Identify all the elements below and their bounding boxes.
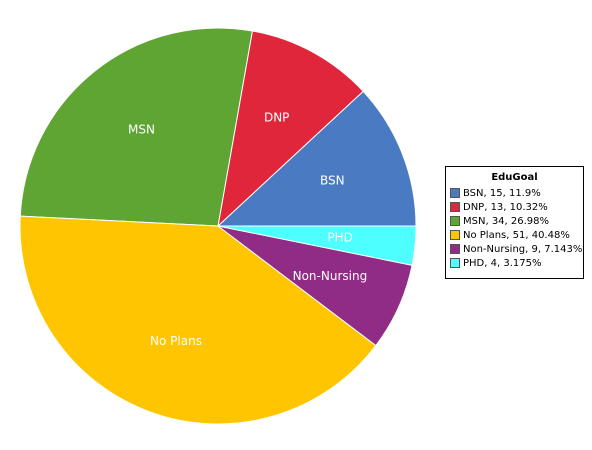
- legend-label-non-nursing: Non-Nursing, 9, 7.143%: [463, 243, 583, 255]
- legend-swatch-dnp: [450, 202, 460, 212]
- pie-slice-bsn: [216, 90, 417, 227]
- legend: EduGoal BSN, 15, 11.9% DNP, 13, 10.32% M…: [445, 166, 584, 279]
- pie-slice-dnp: [217, 30, 364, 228]
- legend-entry-non-nursing: Non-Nursing, 9, 7.143%: [446, 242, 583, 256]
- pie-label-dnp: DNP: [264, 111, 289, 125]
- legend-label-msn: MSN, 34, 26.98%: [463, 215, 550, 227]
- pie-slice-msn: [19, 27, 253, 227]
- legend-swatch-non-nursing: [450, 244, 460, 254]
- legend-label-bsn: BSN, 15, 11.9%: [463, 187, 541, 199]
- legend-entry-no-plans: No Plans, 51, 40.48%: [446, 228, 583, 242]
- pie-label-bsn: BSN: [320, 174, 345, 188]
- legend-swatch-msn: [450, 216, 460, 226]
- legend-entry-phd: PHD, 4, 3.175%: [446, 256, 583, 270]
- legend-entry-bsn: BSN, 15, 11.9%: [446, 186, 583, 200]
- pie-slices: [19, 27, 417, 425]
- pie-label-phd: PHD: [327, 231, 353, 245]
- legend-title: EduGoal: [491, 172, 538, 183]
- pie-slice-phd: [217, 225, 417, 266]
- legend-label-phd: PHD, 4, 3.175%: [463, 257, 542, 269]
- legend-swatch-phd: [450, 258, 460, 268]
- legend-entry-dnp: DNP, 13, 10.32%: [446, 200, 583, 214]
- pie-label-msn: MSN: [128, 123, 155, 137]
- pie-label-no-plans: No Plans: [150, 334, 202, 348]
- legend-entry-msn: MSN, 34, 26.98%: [446, 214, 583, 228]
- legend-label-no-plans: No Plans, 51, 40.48%: [463, 229, 570, 241]
- legend-label-dnp: DNP, 13, 10.32%: [463, 201, 548, 213]
- legend-swatch-bsn: [450, 188, 460, 198]
- legend-swatch-no-plans: [450, 230, 460, 240]
- pie-label-non-nursing: Non-Nursing: [293, 269, 368, 283]
- pie-slice-no-plans: [19, 215, 377, 425]
- pie-slice-labels: BSN DNP MSN No Plans Non-Nursing PHD: [128, 111, 367, 348]
